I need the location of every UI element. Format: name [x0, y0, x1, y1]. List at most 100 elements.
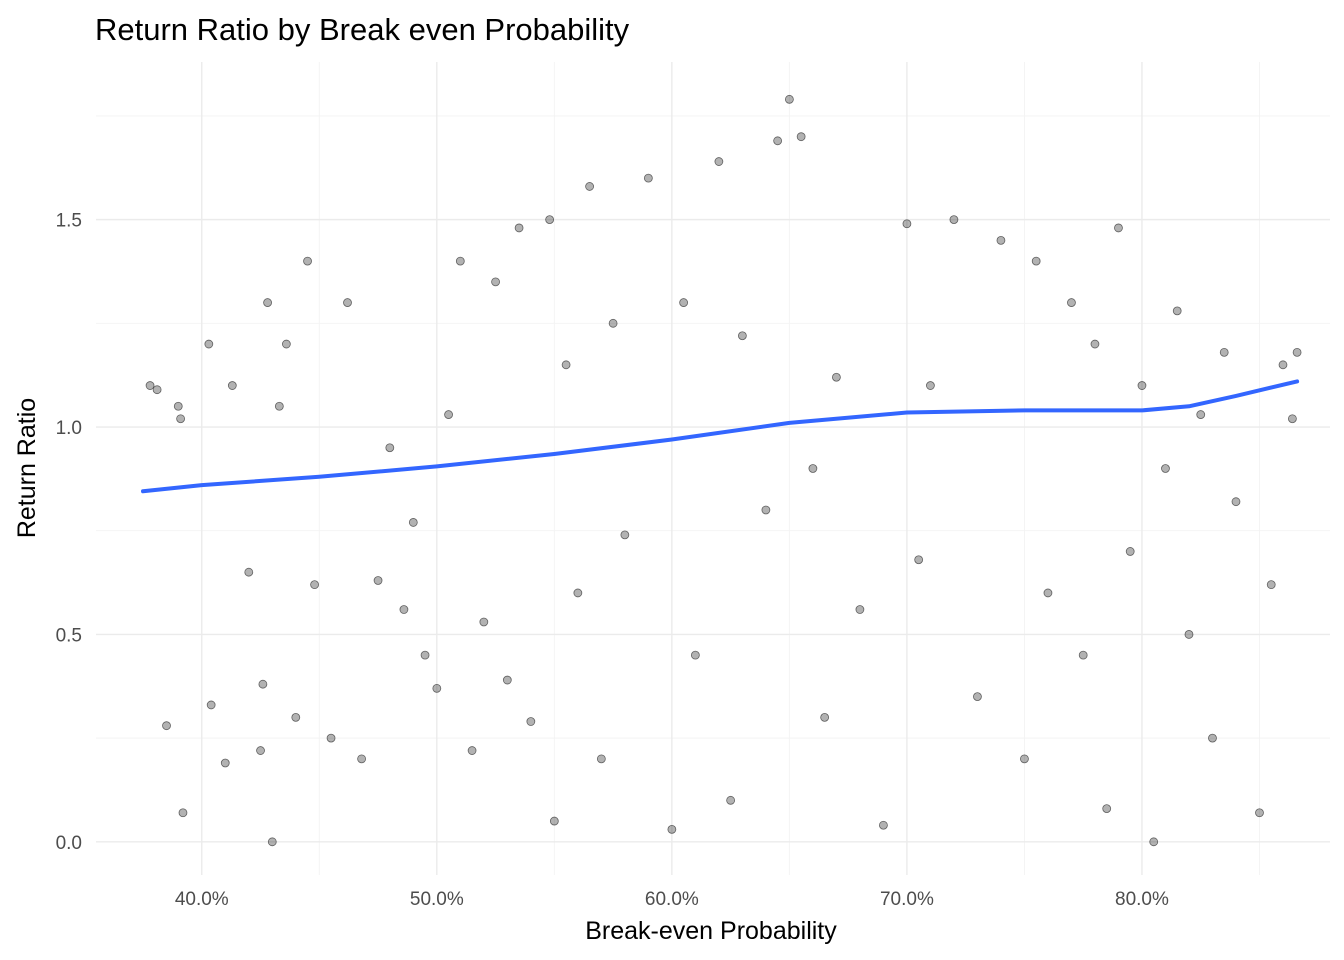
data-point — [145, 381, 155, 390]
data-point — [585, 182, 594, 191]
data-point — [227, 381, 237, 390]
data-point — [784, 94, 794, 104]
x-tick-label: 80.0% — [1115, 889, 1169, 910]
data-point — [773, 136, 783, 146]
data-point — [1114, 223, 1123, 233]
data-point — [726, 795, 736, 805]
data-point — [808, 464, 818, 473]
data-point — [256, 746, 265, 755]
data-point — [263, 298, 272, 307]
data-point — [1067, 298, 1076, 307]
data-point — [373, 576, 383, 585]
data-point — [761, 505, 771, 515]
data-point — [526, 717, 536, 726]
y-axis: 0.0 0.5 1.0 1.5 — [56, 211, 82, 854]
data-point — [1020, 754, 1029, 764]
data-point — [573, 588, 583, 598]
data-point — [1102, 804, 1112, 814]
chart-title: Return Ratio by Break even Probability — [95, 12, 630, 47]
data-point — [244, 567, 254, 577]
y-tick-label: 1.5 — [56, 211, 82, 232]
data-point — [432, 683, 442, 693]
data-point — [1137, 381, 1147, 390]
data-point — [420, 650, 430, 660]
points-layer — [145, 94, 1302, 847]
data-point — [1266, 580, 1276, 590]
data-point — [949, 215, 959, 225]
data-point — [343, 298, 352, 307]
data-point — [1184, 630, 1194, 639]
data-point — [796, 132, 806, 142]
data-point — [545, 215, 555, 225]
data-point — [879, 820, 888, 830]
data-point — [220, 758, 230, 768]
data-point — [152, 385, 162, 395]
data-point — [914, 555, 924, 565]
data-point — [996, 235, 1006, 245]
data-point — [303, 256, 312, 266]
data-point — [902, 219, 912, 229]
data-point — [444, 410, 453, 419]
y-tick-label: 0.5 — [56, 625, 82, 646]
data-point — [1255, 808, 1264, 818]
data-point — [176, 414, 186, 424]
y-axis-title: Return Ratio — [13, 398, 41, 538]
data-point — [173, 401, 183, 411]
data-point — [596, 754, 606, 764]
data-point — [714, 157, 724, 166]
data-point — [620, 530, 630, 540]
data-point — [820, 712, 830, 722]
data-point — [408, 518, 418, 527]
data-point — [679, 298, 689, 307]
data-point — [608, 318, 618, 328]
data-point — [1031, 256, 1041, 266]
data-point — [1292, 347, 1302, 357]
data-point — [385, 443, 395, 453]
data-point — [162, 721, 171, 731]
data-point — [1219, 347, 1229, 357]
grid — [96, 62, 1330, 875]
data-point — [1125, 547, 1135, 556]
data-point — [1287, 414, 1297, 424]
data-point — [1149, 837, 1159, 847]
data-point — [926, 381, 935, 390]
x-tick-label: 60.0% — [645, 889, 699, 910]
data-point — [310, 580, 319, 590]
data-point — [737, 331, 747, 341]
data-point — [479, 617, 489, 627]
x-tick-label: 50.0% — [410, 889, 464, 910]
data-point — [467, 746, 477, 755]
data-point — [973, 692, 982, 702]
data-point — [1090, 339, 1100, 349]
y-tick-label: 1.0 — [56, 418, 82, 439]
y-tick-label: 0.0 — [56, 833, 82, 854]
data-point — [491, 277, 500, 287]
data-point — [1231, 497, 1241, 507]
smooth-trend-line — [141, 379, 1300, 494]
data-point — [267, 837, 277, 847]
data-point — [1278, 360, 1288, 370]
data-point — [561, 360, 571, 370]
data-point — [549, 816, 559, 826]
data-point — [204, 339, 214, 349]
data-point — [1161, 464, 1170, 473]
data-point — [357, 754, 367, 764]
data-point — [326, 733, 336, 743]
data-point — [258, 679, 268, 689]
data-point — [274, 401, 284, 411]
data-point — [291, 712, 301, 722]
data-point — [502, 675, 512, 685]
x-axis: 40.0% 50.0% 60.0% 70.0% 80.0% — [175, 889, 1169, 910]
data-point — [1208, 733, 1217, 743]
data-point — [643, 173, 653, 183]
data-point — [1078, 650, 1088, 660]
data-point — [690, 650, 700, 660]
x-tick-label: 70.0% — [880, 889, 934, 910]
data-point — [455, 256, 465, 266]
data-point — [1196, 410, 1206, 419]
data-point — [178, 808, 188, 818]
data-point — [281, 339, 291, 349]
x-tick-label: 40.0% — [175, 889, 229, 910]
data-point — [1172, 306, 1182, 316]
